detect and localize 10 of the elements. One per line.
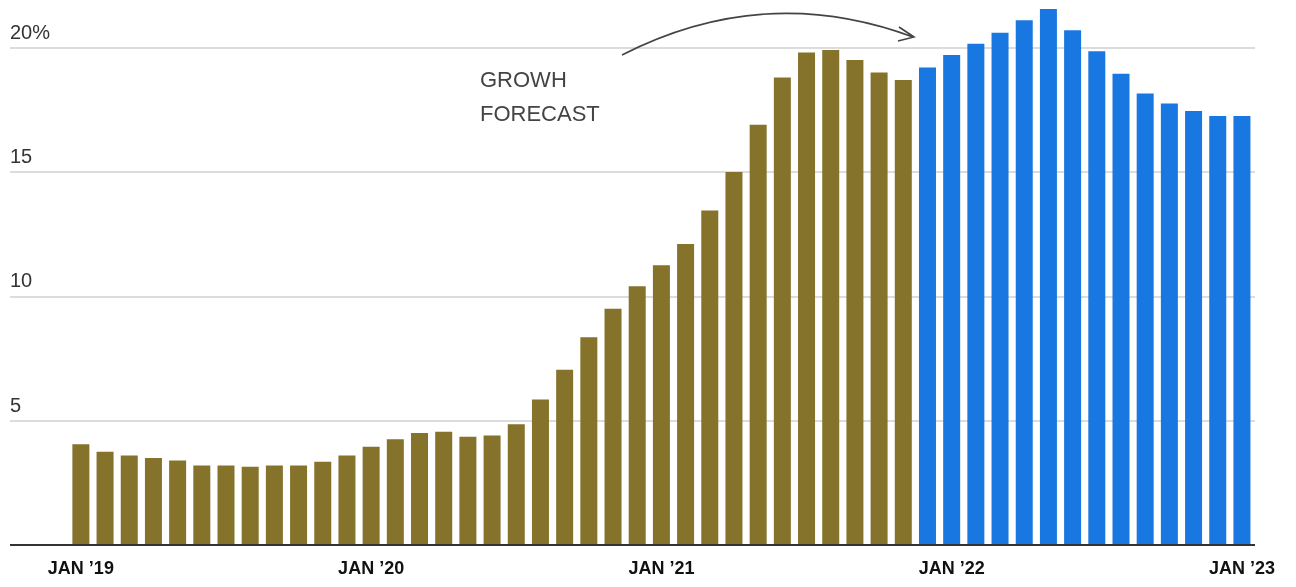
x-tick-label: JAN ’23 (1208, 558, 1275, 578)
annotation: GROWH FORECAST (480, 66, 600, 126)
x-tick-label: JAN ’21 (628, 558, 695, 578)
y-tick-label: 15 (10, 144, 33, 167)
y-tick-label: 5 (10, 393, 22, 416)
y-tick-label: 10 (10, 269, 33, 292)
y-tick-label: 20% (10, 20, 51, 43)
x-tick-label: JAN ’20 (338, 558, 405, 578)
x-tick-label: JAN ’22 (918, 558, 985, 578)
x-tick-label: JAN ’19 (47, 558, 114, 578)
